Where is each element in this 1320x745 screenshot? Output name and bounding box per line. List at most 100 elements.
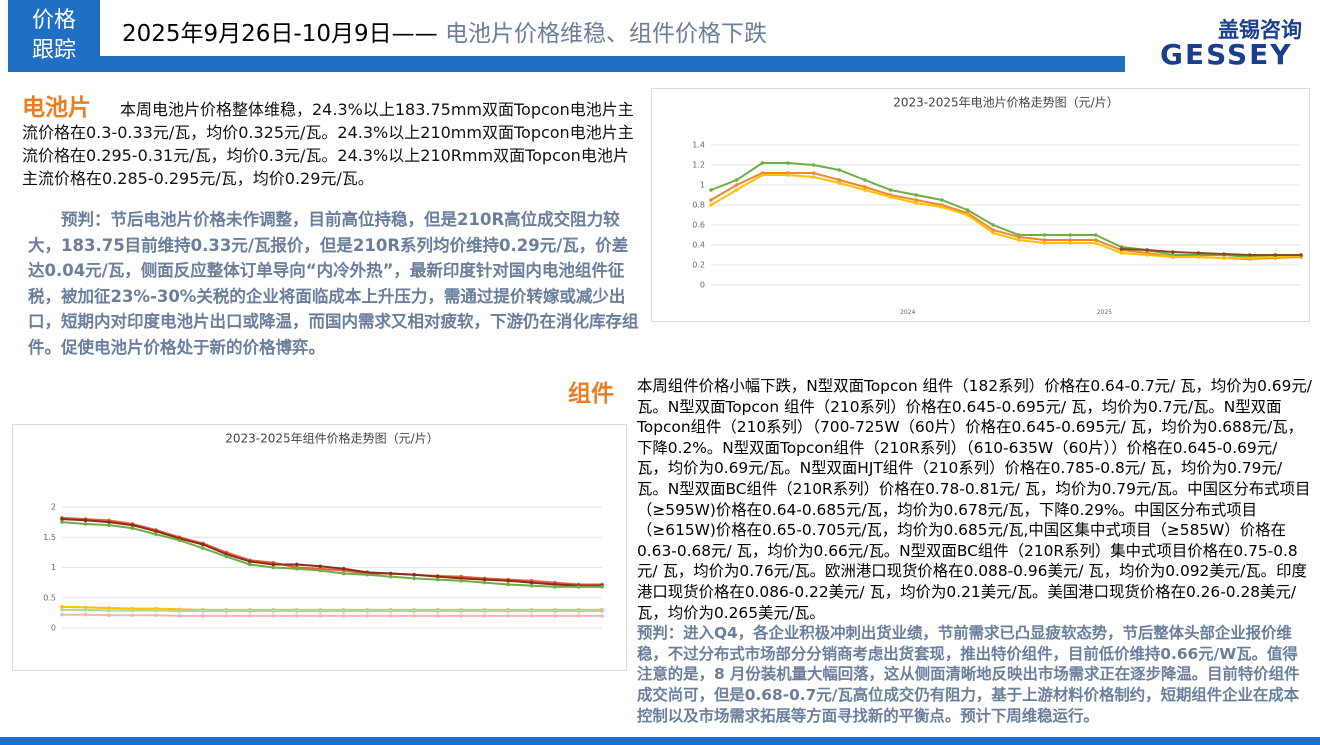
data-point — [991, 223, 995, 227]
data-point — [991, 228, 995, 232]
data-point — [529, 609, 534, 613]
y-tick-label: 1.4 — [692, 141, 705, 150]
logo: GESSEY — [1160, 38, 1293, 71]
series-line — [61, 521, 602, 588]
y-tick-label: 0.8 — [692, 201, 705, 210]
data-point — [435, 609, 440, 613]
data-point — [435, 574, 440, 579]
data-point — [154, 613, 158, 618]
y-tick-label: 2 — [51, 503, 56, 512]
data-point — [576, 609, 581, 613]
data-point — [811, 175, 816, 179]
data-point — [294, 609, 299, 613]
data-point — [553, 585, 557, 589]
data-point — [83, 518, 88, 523]
data-point — [1068, 233, 1072, 237]
data-point — [107, 520, 111, 524]
data-point — [1170, 250, 1175, 254]
data-point — [341, 609, 346, 613]
data-point — [1119, 251, 1124, 255]
data-point — [83, 522, 88, 526]
data-point — [60, 517, 64, 521]
data-point — [1170, 255, 1175, 259]
data-point — [576, 585, 581, 589]
data-point — [365, 572, 370, 577]
data-point — [341, 614, 346, 618]
data-point — [294, 614, 299, 618]
series-line — [1121, 248, 1301, 256]
data-point — [940, 205, 944, 209]
data-point — [412, 572, 416, 577]
data-point — [1017, 235, 1021, 239]
data-point — [506, 582, 510, 587]
data-point — [459, 579, 463, 583]
data-point — [412, 614, 416, 618]
y-tick-label: 0.5 — [43, 593, 56, 602]
data-point — [271, 562, 276, 567]
data-point — [435, 614, 440, 618]
logo-text: 盖锡咨询 — [1218, 18, 1302, 42]
data-point — [412, 609, 416, 613]
paragraph: 本周电池片价格整体维稳，24.3%以上183.75mm双面Topcon电池片主流… — [22, 100, 634, 188]
data-point — [1068, 238, 1072, 242]
data-point — [760, 161, 765, 165]
text-block: 本周组件价格小幅下跌，N型双面Topcon 组件（182系列）价格在0.64-0… — [637, 376, 1312, 726]
data-point — [991, 231, 995, 235]
data-point — [1042, 238, 1047, 242]
bottom-bar — [0, 737, 1320, 745]
data-point — [863, 185, 867, 189]
data-point — [553, 609, 557, 613]
series-line — [61, 516, 602, 586]
data-point — [1196, 251, 1201, 255]
chart-title: 2023-2025年组件价格走势图（元/片） — [225, 431, 438, 446]
series-line — [62, 613, 602, 617]
section-heading: 组件 — [568, 381, 614, 407]
series-line — [710, 162, 1301, 259]
badge-line: 跟踪 — [31, 38, 76, 63]
data-point — [863, 178, 867, 182]
data-point — [341, 566, 346, 571]
data-point — [965, 208, 970, 212]
series-line — [61, 605, 602, 611]
data-point — [1068, 241, 1072, 245]
data-point — [459, 614, 463, 618]
data-point — [482, 577, 487, 582]
data-point — [1119, 247, 1124, 251]
forecast: 预判：节后电池片价格未作调整，目前高位持稳，但是210R高位成交阻力较大，183… — [28, 210, 639, 357]
data-point — [154, 608, 158, 613]
data-point — [1145, 248, 1149, 252]
y-tick-label: 1.2 — [692, 161, 705, 170]
data-point — [294, 562, 299, 567]
data-point — [318, 614, 323, 618]
data-point — [388, 614, 393, 618]
data-point — [435, 577, 440, 582]
data-point — [271, 614, 276, 618]
data-point — [888, 188, 893, 192]
data-point — [60, 612, 64, 617]
data-point — [224, 614, 229, 618]
data-point — [576, 614, 581, 618]
data-point — [154, 529, 158, 533]
data-point — [914, 201, 919, 205]
data-point — [388, 574, 393, 579]
data-point — [177, 614, 182, 618]
title-date: 2025年9月26日-10月9日—— — [122, 21, 438, 47]
title-subtitle: 电池片价格维稳、组件价格下跌 — [444, 21, 767, 47]
data-point — [734, 188, 739, 192]
year-label: 2024 — [900, 309, 915, 316]
data-point — [107, 613, 111, 618]
data-point — [1042, 233, 1047, 237]
data-point — [1093, 238, 1098, 242]
data-point — [60, 605, 64, 609]
data-point — [1196, 255, 1201, 259]
data-point — [224, 554, 229, 559]
forecast: 预判：进入Q4，各企业积极冲刺出货业绩，节前需求已凸显疲软态势，节后整体头部企业… — [637, 624, 1300, 725]
chart-title: 2023-2025年电池片价格走势图（元/片） — [893, 95, 1118, 110]
series-line — [61, 518, 602, 587]
section-heading: 电池片 — [22, 95, 91, 121]
data-point — [365, 609, 370, 613]
data-point — [940, 198, 944, 202]
y-tick-label: 1 — [700, 181, 705, 190]
data-point — [318, 609, 323, 613]
data-point — [60, 520, 64, 524]
